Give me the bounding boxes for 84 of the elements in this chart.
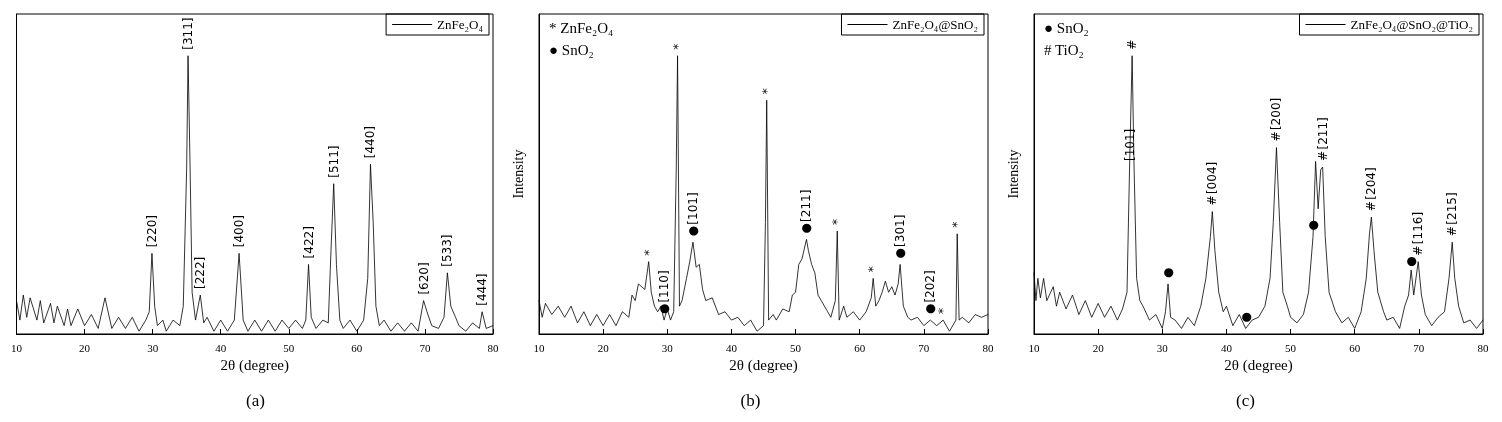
x-tick-label: 60 <box>854 341 866 354</box>
annotation: [301] <box>893 214 908 247</box>
x-tick-label: 70 <box>419 341 431 354</box>
x-tick-label: 10 <box>1028 341 1040 354</box>
x-axis-title: 2θ (degree) <box>1224 357 1293 375</box>
annotation: [422] <box>301 226 316 259</box>
annotation: [101] <box>685 192 700 225</box>
annotation: ● <box>799 222 814 234</box>
annotation: [220] <box>144 215 159 248</box>
x-axis-title: 2θ (degree) <box>220 357 289 375</box>
text: (a) <box>246 391 265 410</box>
annotation: ● <box>1161 267 1176 278</box>
annotation: [311] <box>181 17 196 50</box>
y-axis-title: Intensity <box>1005 149 1021 199</box>
annotation: [211] <box>799 189 814 222</box>
annotation: # TiO₂ <box>1044 41 1084 58</box>
annotation: # <box>1125 39 1140 50</box>
annotation: # <box>1205 195 1220 206</box>
annotation: [202] <box>923 270 938 303</box>
legend-label: ZnFe₂O₄ <box>437 17 484 32</box>
annotation: [215] <box>1445 192 1460 225</box>
annotation: ● <box>685 225 700 237</box>
x-tick-label: 20 <box>1092 341 1105 354</box>
annotation: ● <box>1238 311 1253 323</box>
text: ● SnO₂ <box>1044 19 1089 36</box>
annotation: [101] <box>1122 128 1137 162</box>
annotation: [620] <box>416 262 431 295</box>
x-tick-label: 80 <box>982 341 994 354</box>
annotation: [444] <box>475 273 490 306</box>
annotation: ● <box>1404 256 1419 267</box>
annotation: ● <box>923 303 938 315</box>
annotation: ● <box>893 247 908 259</box>
annotation: [440] <box>363 125 378 159</box>
annotation: ● <box>1306 220 1321 231</box>
x-tick-label: 40 <box>215 341 227 354</box>
annotation: [222] <box>193 256 208 290</box>
annotation: [211] <box>1315 117 1330 150</box>
annotation: [004] <box>1205 161 1220 195</box>
annotation: * <box>950 221 965 228</box>
annotation: * <box>759 88 774 95</box>
annotation: ● <box>657 303 672 315</box>
x-tick-label: 30 <box>661 341 674 354</box>
text: * ZnFe₂O₄ <box>549 19 614 36</box>
annotation: [116] <box>1411 211 1426 245</box>
annotation: [533] <box>440 234 455 267</box>
annotation: * <box>641 249 656 256</box>
x-tick-label: 70 <box>918 341 930 354</box>
x-tick-label: 20 <box>597 341 610 354</box>
x-tick-label: 10 <box>533 341 545 354</box>
annotation: * <box>670 43 685 50</box>
annotation: [511] <box>326 145 341 178</box>
annotation: # <box>1269 131 1284 142</box>
annotation: # <box>1445 226 1460 237</box>
annotation: [200] <box>1269 97 1284 131</box>
x-tick-label: 30 <box>147 341 159 354</box>
x-tick-label: 40 <box>725 341 738 354</box>
x-tick-label: 40 <box>1220 341 1233 354</box>
annotation: * <box>936 308 951 315</box>
x-tick-label: 60 <box>1349 341 1361 354</box>
annotation: # <box>1364 201 1379 212</box>
x-axis-title: 2θ (degree) <box>729 357 798 375</box>
x-tick-label: 20 <box>79 341 91 354</box>
x-tick-label: 50 <box>283 341 295 354</box>
x-tick-label: 80 <box>1477 341 1489 354</box>
annotation: # <box>1411 245 1426 256</box>
annotation: # <box>1315 150 1330 162</box>
text: (b) <box>740 391 761 410</box>
y-axis-title: Intensity <box>510 149 526 199</box>
x-tick-label: 50 <box>1285 341 1297 354</box>
annotation: * <box>866 266 881 273</box>
annotation: [110] <box>657 270 672 303</box>
x-tick-label: 30 <box>1156 341 1169 354</box>
annotation: [204] <box>1364 167 1379 200</box>
annotation: * <box>830 219 845 226</box>
annotation: ● SnO₂ <box>549 41 594 58</box>
legend-label: ZnFe₂O₄@SnO₂ <box>892 17 978 32</box>
x-tick-label: 10 <box>11 341 23 354</box>
x-tick-label: 80 <box>487 341 499 354</box>
x-tick-label: 50 <box>790 341 802 354</box>
x-tick-label: 60 <box>351 341 363 354</box>
legend-label: ZnFe₂O₄@SnO₂@TiO₂ <box>1350 17 1474 32</box>
x-tick-label: 70 <box>1413 341 1425 354</box>
annotation: [400] <box>232 215 247 248</box>
text: (c) <box>1236 391 1255 410</box>
